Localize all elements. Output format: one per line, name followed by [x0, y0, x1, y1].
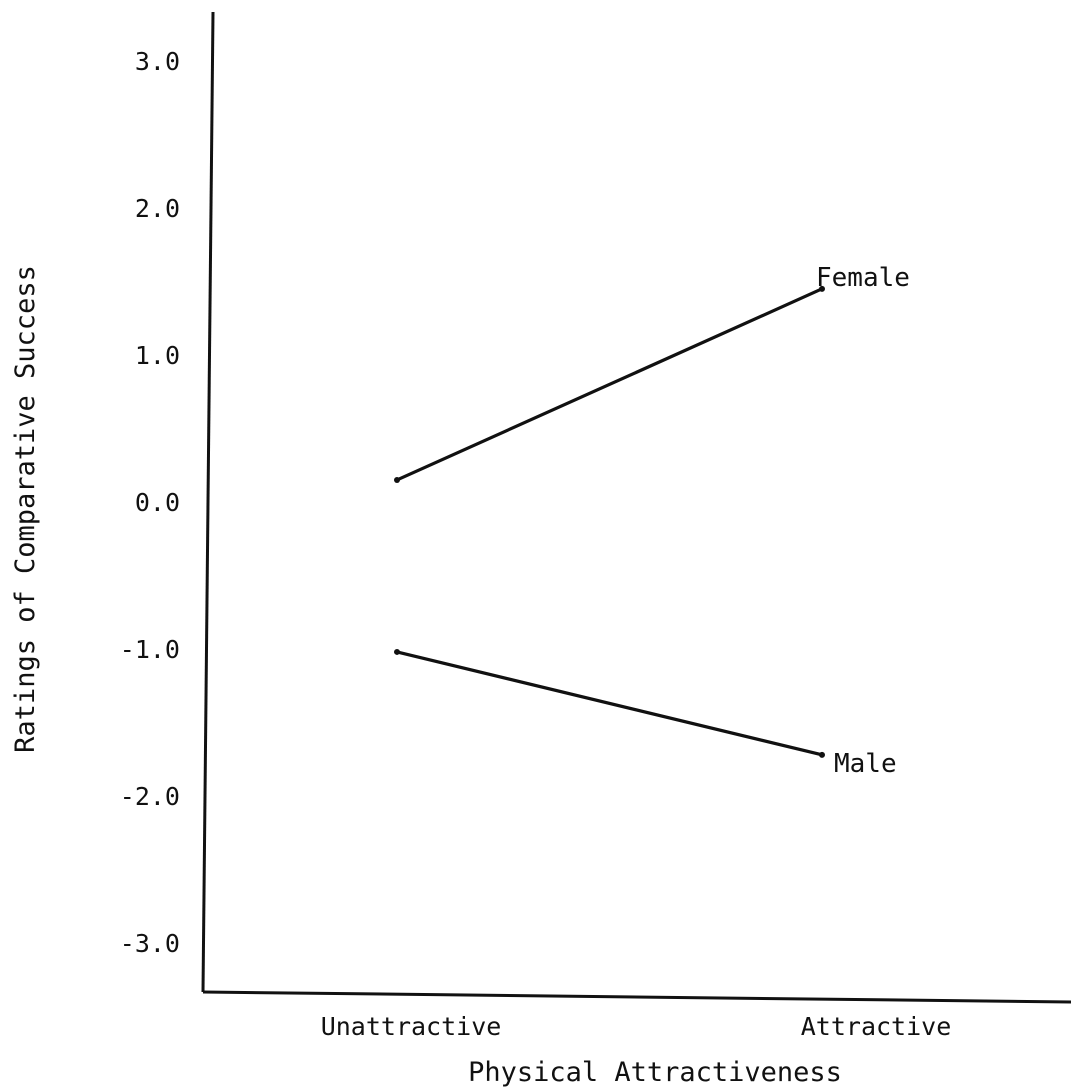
y-axis-title: Ratings of Comparative Success [10, 265, 41, 753]
y-tick-labels: 3.0 2.0 1.0 0.0 -1.0 -2.0 -3.0 [120, 47, 180, 958]
axes [201, 11, 1071, 1004]
y-tick-label: 1.0 [135, 341, 180, 370]
data-point [394, 648, 400, 655]
series-label-female: Female [816, 263, 910, 293]
series-lines: Female Male [394, 263, 910, 779]
y-tick-label: 0.0 [135, 488, 180, 517]
y-tick-label: 3.0 [135, 47, 180, 76]
data-point [819, 285, 825, 292]
x-tick-label: Unattractive [321, 1012, 502, 1041]
x-tick-label: Attractive [801, 1012, 952, 1041]
y-tick-label: -2.0 [120, 782, 180, 811]
x-tick-labels: Unattractive Attractive [321, 1012, 952, 1041]
y-tick-label: -3.0 [120, 929, 180, 958]
data-point [394, 476, 400, 483]
x-axis-title: Physical Attractiveness [468, 1057, 842, 1088]
y-tick-label: 2.0 [135, 194, 180, 223]
x-axis-line [202, 990, 1071, 1004]
series-line-male [395, 650, 824, 757]
y-axis-line [201, 11, 215, 993]
series-label-male: Male [834, 749, 897, 779]
y-tick-label: -1.0 [120, 635, 180, 664]
data-point [819, 751, 825, 758]
series-line-female [395, 287, 824, 482]
